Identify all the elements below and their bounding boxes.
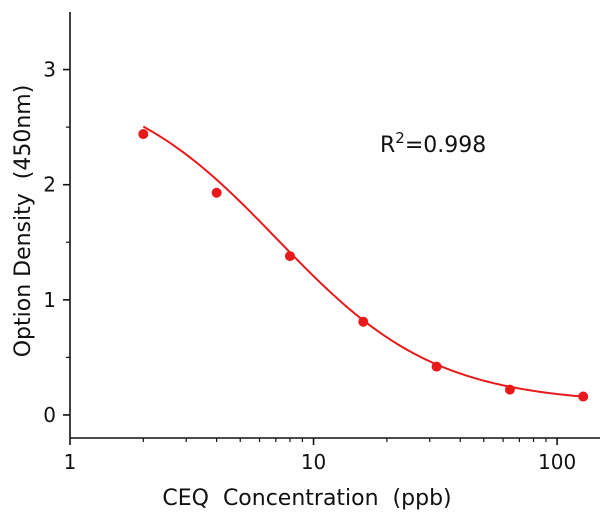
y-tick-label: 2 bbox=[43, 173, 56, 197]
r-squared-base: R bbox=[380, 133, 395, 158]
fit-curve bbox=[142, 125, 584, 398]
x-tick-label: 10 bbox=[301, 450, 326, 474]
r-squared-annotation: R2=0.998 bbox=[380, 129, 486, 158]
x-tick-label: 1 bbox=[64, 450, 77, 474]
r-squared-superscript: 2 bbox=[395, 129, 405, 147]
data-point bbox=[138, 129, 149, 140]
data-point bbox=[431, 361, 442, 372]
data-point bbox=[284, 251, 295, 262]
y-tick-label: 1 bbox=[43, 288, 56, 312]
y-ticks: 0 1 2 3 bbox=[43, 58, 70, 427]
x-axis-title: CEQ Concentration (ppb) bbox=[162, 486, 451, 511]
x-tick-label: 100 bbox=[538, 450, 576, 474]
data-point bbox=[504, 384, 515, 395]
data-point bbox=[578, 391, 589, 402]
data-point bbox=[211, 187, 222, 198]
y-tick-label: 3 bbox=[43, 58, 56, 82]
data-point bbox=[358, 316, 369, 327]
data-points bbox=[138, 129, 589, 402]
y-axis-title: Option Density (450nm) bbox=[11, 85, 36, 358]
x-ticks: 1 10 100 bbox=[64, 438, 576, 474]
r-squared-value: =0.998 bbox=[405, 133, 486, 158]
y-tick-label: 0 bbox=[43, 403, 56, 427]
